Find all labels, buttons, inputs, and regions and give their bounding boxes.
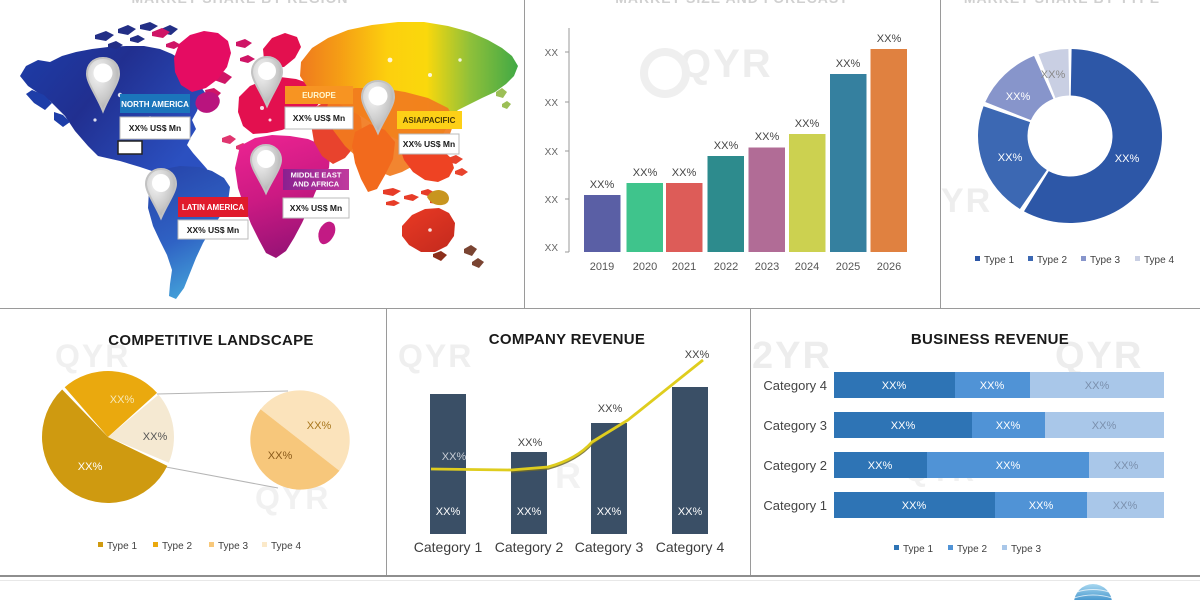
svg-text:XX%: XX% [78, 461, 103, 473]
svg-text:2025: 2025 [836, 261, 860, 273]
svg-text:2024: 2024 [795, 261, 819, 273]
svg-text:Type 2: Type 2 [162, 541, 192, 552]
svg-text:XX: XX [545, 98, 559, 109]
svg-text:XX%: XX% [891, 420, 916, 432]
svg-text:XX: XX [545, 48, 559, 59]
svg-text:Category 1: Category 1 [763, 498, 827, 513]
svg-text:Category 4: Category 4 [763, 378, 827, 393]
svg-text:XX%: XX% [598, 403, 623, 415]
svg-text:Category 3: Category 3 [763, 418, 827, 433]
svg-text:XX%: XX% [597, 506, 622, 518]
svg-text:XX%: XX% [442, 451, 467, 463]
svg-text:XX: XX [545, 195, 559, 206]
svg-text:XX%: XX% [1029, 500, 1054, 512]
svg-text:XX%: XX% [685, 349, 710, 361]
svg-text:Type 1: Type 1 [107, 541, 137, 552]
svg-text:Type 4: Type 4 [271, 541, 301, 552]
svg-text:XX%: XX% [307, 420, 332, 432]
svg-text:COMPETITIVE LANDSCAPE: COMPETITIVE LANDSCAPE [108, 332, 313, 349]
svg-text:Type 3: Type 3 [1011, 544, 1041, 555]
svg-text:XX%: XX% [517, 506, 542, 518]
svg-text:MIDDLE EAST: MIDDLE EAST [291, 171, 342, 180]
svg-text:Type 3: Type 3 [1090, 255, 1120, 266]
svg-text:ASIA/PACIFIC: ASIA/PACIFIC [403, 116, 456, 125]
svg-text:XX%: XX% [868, 460, 893, 472]
svg-text:XX%: XX% [1085, 380, 1110, 392]
svg-text:XX%: XX% [755, 131, 780, 143]
svg-text:Category 3: Category 3 [575, 539, 644, 555]
svg-text:XX%: XX% [268, 450, 293, 462]
svg-text:Type 1: Type 1 [984, 255, 1014, 266]
svg-text:EUROPE: EUROPE [302, 91, 336, 100]
svg-text:XX: XX [545, 147, 559, 158]
svg-text:Category 2: Category 2 [763, 458, 827, 473]
svg-text:2019: 2019 [590, 261, 614, 273]
svg-text:Category 4: Category 4 [656, 539, 725, 555]
svg-text:XX%: XX% [998, 152, 1023, 164]
svg-text:XX%: XX% [1114, 460, 1139, 472]
svg-text:XX%: XX% [882, 380, 907, 392]
svg-text:XX%: XX% [590, 179, 615, 191]
svg-text:XX%: XX% [877, 33, 902, 45]
svg-text:Type 1: Type 1 [903, 544, 933, 555]
svg-text:XX: XX [545, 243, 559, 254]
svg-text:XX% US$ Mn: XX% US$ Mn [129, 123, 181, 133]
svg-text:XX%: XX% [836, 58, 861, 70]
svg-text:XX%: XX% [795, 118, 820, 130]
svg-text:COMPANY REVENUE: COMPANY REVENUE [489, 331, 645, 348]
svg-text:Type 4: Type 4 [1144, 255, 1174, 266]
svg-text:LATIN AMERICA: LATIN AMERICA [182, 203, 244, 212]
svg-text:Category 2: Category 2 [495, 539, 564, 555]
svg-text:XX%: XX% [714, 140, 739, 152]
svg-text:XX% US$ Mn: XX% US$ Mn [187, 225, 239, 235]
svg-text:XX%: XX% [1092, 420, 1117, 432]
svg-text:XX% US$ Mn: XX% US$ Mn [403, 139, 455, 149]
svg-text:XX%: XX% [980, 380, 1005, 392]
svg-text:NORTH AMERICA: NORTH AMERICA [121, 100, 189, 109]
svg-text:XX%: XX% [996, 460, 1021, 472]
svg-text:XX%: XX% [1113, 500, 1138, 512]
svg-text:XX%: XX% [902, 500, 927, 512]
svg-text:AND AFRICA: AND AFRICA [293, 180, 340, 189]
svg-text:BUSINESS REVENUE: BUSINESS REVENUE [911, 331, 1069, 348]
svg-text:XX%: XX% [678, 506, 703, 518]
svg-text:2022: 2022 [714, 261, 738, 273]
svg-text:Type 3: Type 3 [218, 541, 248, 552]
svg-text:2023: 2023 [755, 261, 779, 273]
svg-text:XX%: XX% [672, 167, 697, 179]
svg-text:XX%: XX% [110, 394, 135, 406]
svg-text:2026: 2026 [877, 261, 901, 273]
svg-text:XX%: XX% [518, 437, 543, 449]
svg-text:Category 1: Category 1 [414, 539, 483, 555]
svg-text:XX%: XX% [633, 167, 658, 179]
svg-text:2020: 2020 [633, 261, 657, 273]
svg-text:Type 2: Type 2 [957, 544, 987, 555]
svg-text:Type 2: Type 2 [1037, 255, 1067, 266]
svg-text:XX%: XX% [996, 420, 1021, 432]
svg-text:XX%: XX% [143, 431, 168, 443]
svg-text:XX% US$ Mn: XX% US$ Mn [293, 113, 345, 123]
svg-text:XX%: XX% [1115, 153, 1140, 165]
svg-text:2021: 2021 [672, 261, 696, 273]
svg-text:XX% US$ Mn: XX% US$ Mn [290, 203, 342, 213]
svg-text:XX%: XX% [1006, 91, 1031, 103]
svg-text:XX%: XX% [436, 506, 461, 518]
svg-text:XX%: XX% [1041, 69, 1066, 81]
